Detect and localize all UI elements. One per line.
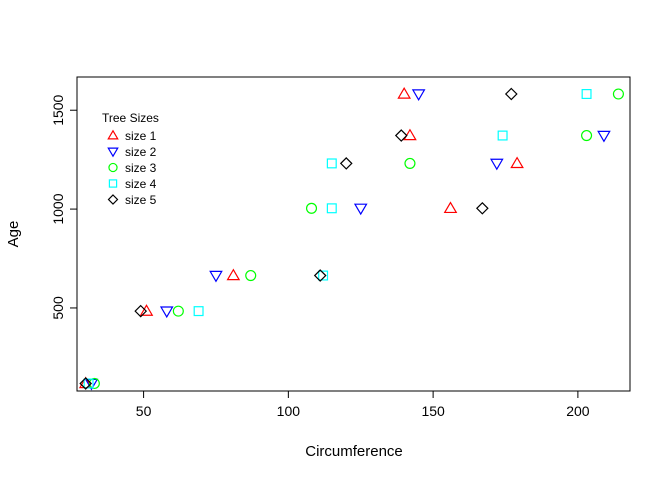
- data-point: [411, 89, 426, 101]
- data-point: [394, 129, 408, 142]
- y-tick-label: 500: [50, 296, 66, 320]
- legend-title: Tree Sizes: [102, 111, 159, 125]
- data-point: [497, 130, 508, 141]
- data-point: [443, 201, 458, 214]
- data-point: [83, 378, 94, 389]
- legend-entry: size 4: [108, 177, 157, 191]
- x-tick-label: 50: [136, 403, 152, 419]
- data-point: [245, 269, 257, 282]
- x-axis-title: Circumference: [305, 443, 403, 460]
- data-point: [305, 202, 318, 214]
- data-point: [504, 87, 518, 101]
- data-point: [326, 203, 337, 214]
- data-point: [510, 156, 524, 169]
- legend-label: size 2: [125, 145, 157, 159]
- data-point: [226, 268, 241, 281]
- legend-label: size 1: [125, 129, 157, 143]
- data-point: [612, 88, 624, 100]
- y-tick-label: 1500: [50, 94, 66, 125]
- series-size-2: [84, 89, 611, 391]
- series-size-5: [79, 87, 518, 390]
- series-size-3: [88, 88, 624, 390]
- data-point: [139, 304, 154, 316]
- data-point: [581, 89, 592, 100]
- data-point: [159, 306, 174, 319]
- legend-marker: [107, 129, 119, 140]
- y-axis: 500 1000 1500: [50, 94, 78, 320]
- y-tick-label: 1000: [50, 193, 66, 224]
- y-axis-title: Age: [5, 221, 22, 248]
- data-point: [134, 304, 148, 318]
- data-point: [313, 269, 327, 282]
- x-tick-label: 200: [566, 403, 590, 419]
- plot-frame: [76, 76, 631, 392]
- data-point: [193, 306, 204, 317]
- legend-label: size 4: [125, 177, 157, 191]
- legend-marker: [107, 194, 119, 205]
- x-tick-label: 150: [421, 403, 445, 419]
- legend-label: size 5: [125, 193, 157, 207]
- data-point: [209, 270, 223, 283]
- legend-marker: [108, 179, 118, 188]
- legend-entry: size 5: [107, 193, 157, 207]
- data-point: [597, 130, 611, 143]
- data-point: [326, 158, 337, 169]
- data-point: [172, 305, 184, 317]
- x-axis: 50 100 150 200: [136, 390, 590, 419]
- data-point: [88, 377, 100, 390]
- series-size-1: [78, 87, 524, 389]
- legend-entry: size 2: [107, 145, 157, 159]
- legend-entries: size 1 size 2 size 3 size 4 size 5: [107, 129, 157, 207]
- data-point: [581, 129, 593, 142]
- data-point: [79, 377, 93, 390]
- legend-marker: [108, 162, 118, 173]
- legend-label: size 3: [125, 161, 157, 175]
- data-point: [489, 158, 504, 171]
- legend-entry: size 3: [108, 161, 157, 175]
- data-point: [403, 128, 417, 141]
- x-tick-label: 100: [277, 403, 301, 419]
- data-point: [318, 270, 329, 281]
- data-point: [404, 157, 416, 169]
- data-point: [353, 203, 368, 216]
- data-point: [339, 157, 353, 170]
- data-point: [397, 87, 411, 99]
- legend-marker: [107, 147, 119, 158]
- series-size-4: [83, 89, 592, 389]
- legend-entry: size 1: [107, 129, 157, 143]
- data-point: [475, 201, 489, 215]
- data-points: [78, 87, 624, 391]
